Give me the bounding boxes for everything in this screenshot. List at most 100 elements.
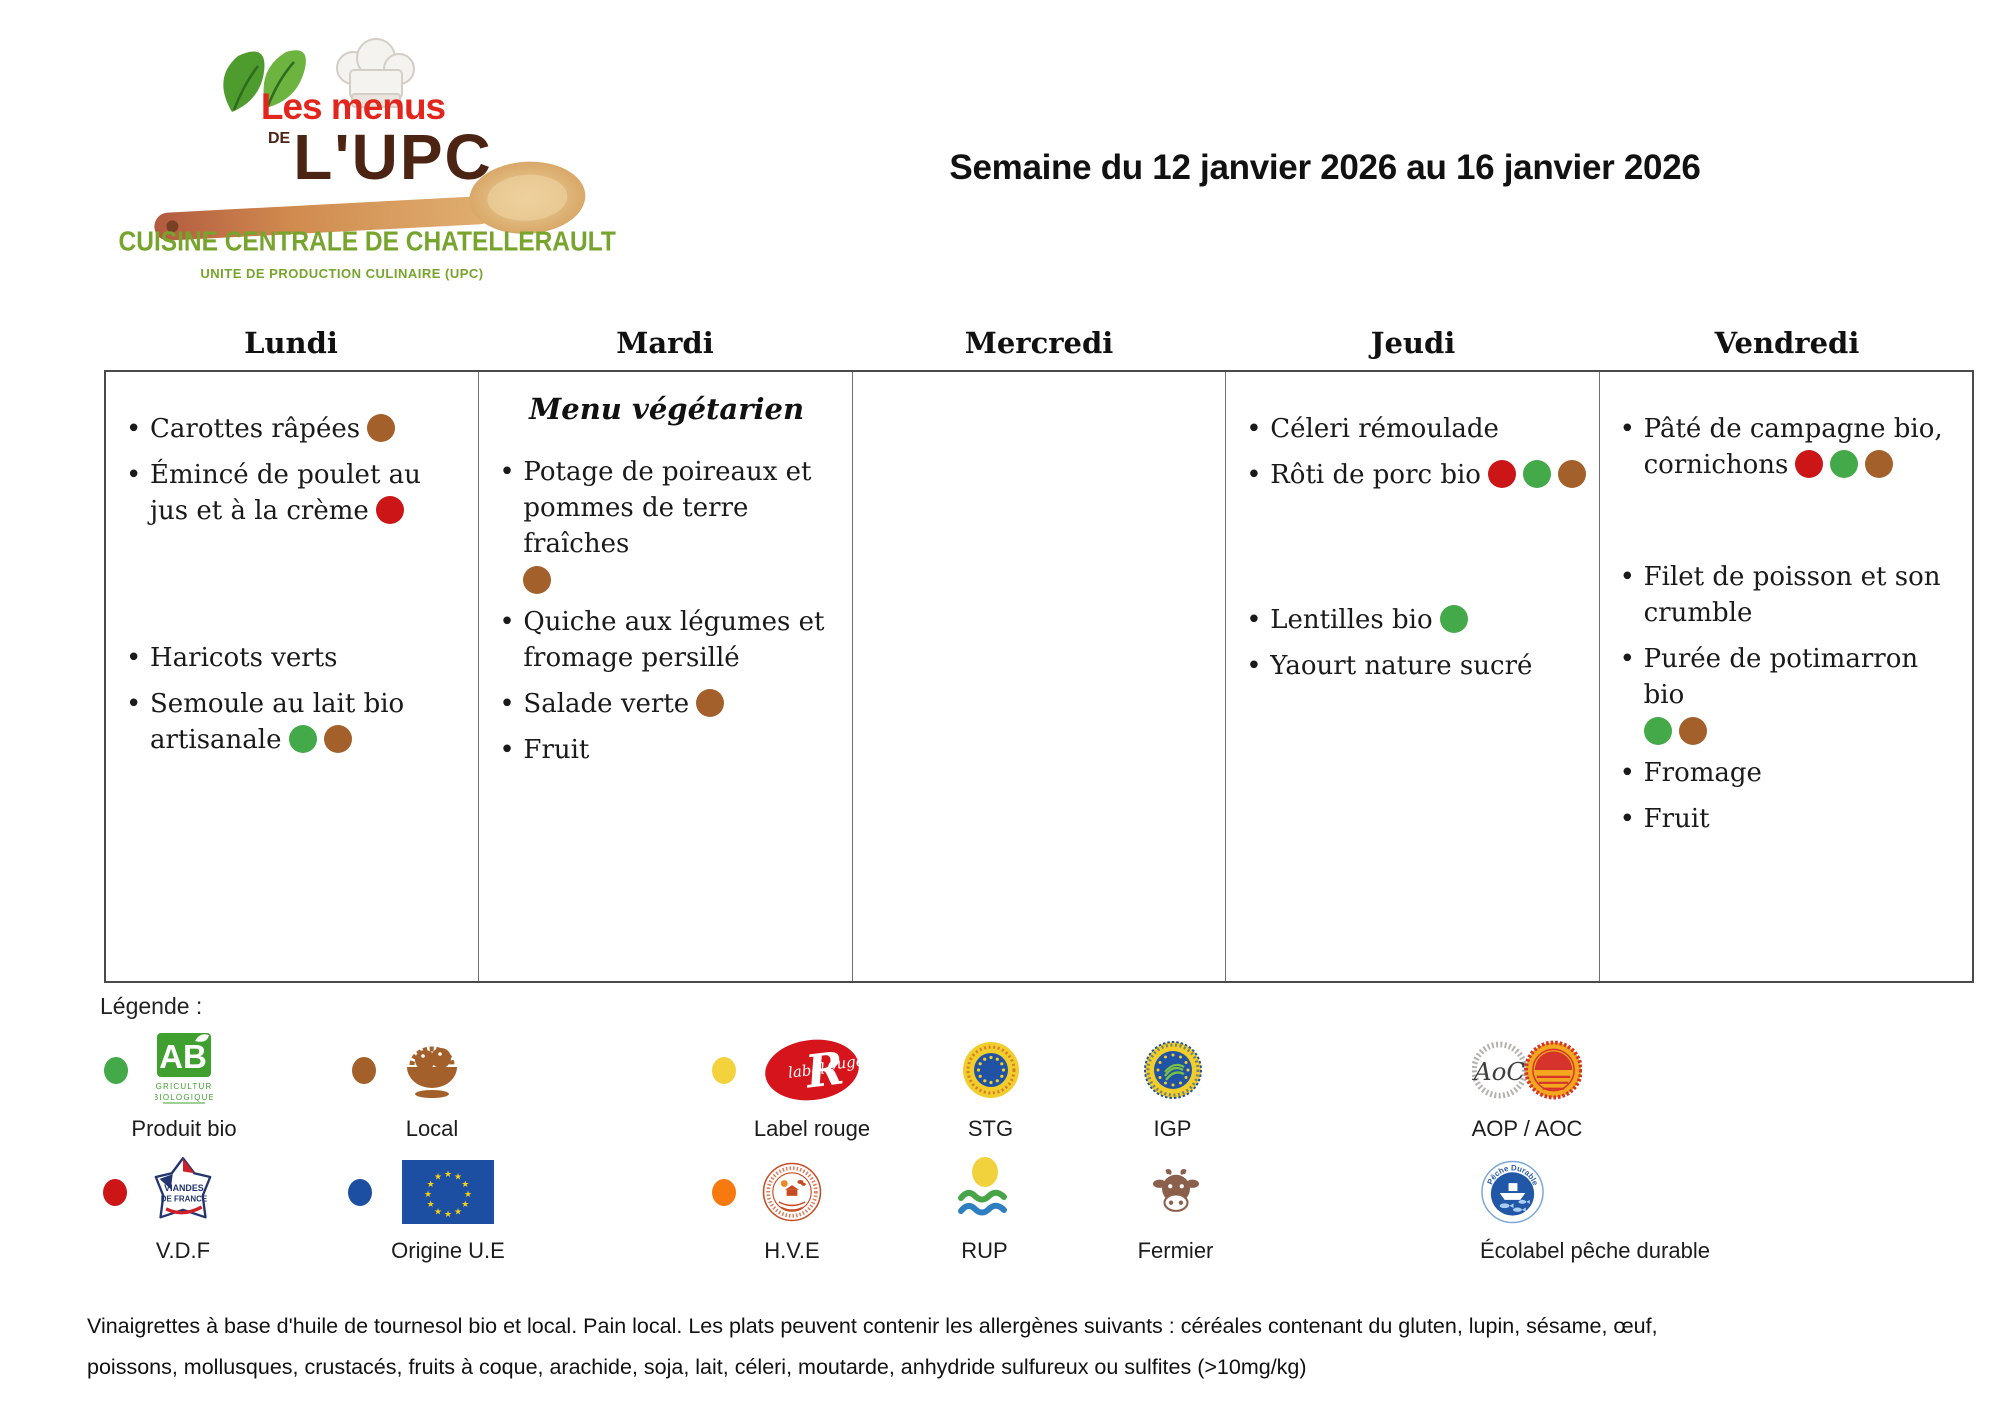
legend-label: Origine U.E	[391, 1238, 505, 1263]
svg-text:★: ★	[424, 1189, 432, 1199]
menu-item: • Semoule au lait bio artisanale	[120, 686, 466, 758]
svg-text:★: ★	[454, 1172, 462, 1182]
legend-label: IGP	[1153, 1116, 1192, 1141]
legend-item-fermier: Fermier	[1138, 1152, 1213, 1263]
vdf-dot-icon	[1795, 450, 1824, 478]
legend-item-icons-row	[952, 1152, 1017, 1232]
logo-org-subtitle: UNITE DE PRODUCTION CULINAIRE (UPC)	[200, 266, 484, 281]
bio-dot-icon	[1439, 605, 1468, 633]
menu-item: • Fruit	[1614, 801, 1960, 837]
bullet-icon: •	[499, 607, 515, 637]
legend-item-stg: STG	[958, 1030, 1023, 1141]
legend-item-aop-aoc: AoC AOP / AOC	[1472, 1030, 1582, 1141]
legend-item-icons-row: AB AGRICULTURE BIOLOGIQUE	[104, 1030, 214, 1110]
legend-label: AOP / AOC	[1471, 1116, 1583, 1141]
menu-item-text: Céleri rémoulade	[1270, 414, 1499, 444]
local-dot-icon	[1865, 450, 1894, 478]
vdf-legend-dot-icon	[103, 1178, 127, 1206]
basket-icon	[402, 1038, 462, 1102]
dots-line	[523, 564, 839, 594]
bullet-icon: •	[499, 457, 515, 487]
bullet-icon: •	[126, 460, 142, 490]
wooden-spoon-icon	[154, 161, 586, 241]
menu-item: • Purée de potimarron bio	[1614, 641, 1960, 745]
legend-item-produit-bio: AB AGRICULTURE BIOLOGIQUE Produit bio	[104, 1030, 237, 1141]
day-header-lundi: Lundi	[244, 326, 338, 360]
day-column-vendredi: • Pâté de campagne bio, cornichons • Filet …	[1600, 372, 1972, 981]
rup-icon	[952, 1155, 1017, 1229]
svg-text:★: ★	[444, 1209, 452, 1219]
local-dot-icon	[696, 689, 725, 717]
svg-text:ouge: ouge	[826, 1052, 862, 1074]
menu-item-text: Salade verte	[523, 689, 690, 719]
legend-item-icons-row	[1140, 1030, 1205, 1110]
bullet-icon: •	[1619, 804, 1635, 834]
menu-item: • Fromage	[1614, 755, 1960, 791]
bio-dot-icon	[288, 725, 317, 753]
legend-label: Local	[405, 1116, 459, 1141]
svg-text:AGRICULTURE: AGRICULTURE	[155, 1082, 213, 1091]
menu-item-text: Semoule au lait bio artisanale	[150, 689, 405, 755]
legend-item-h-v-e: H.V.E	[712, 1152, 822, 1263]
bullet-icon: •	[1246, 651, 1262, 681]
local-legend-dot-icon	[352, 1056, 376, 1084]
day-column-jeudi: • Céleri rémoulade • Rôti de porc bio • Lenti…	[1226, 372, 1600, 981]
legend-label: Produit bio	[131, 1116, 237, 1141]
legend-item-ecolabel-peche-durable: Pêche Durable Écolabel pêche durable	[1480, 1152, 1710, 1263]
page-title: Semaine du 12 janvier 2026 au 16 janvier…	[949, 148, 1701, 187]
local-dot-icon	[1557, 460, 1586, 488]
svg-text:★: ★	[454, 1206, 462, 1216]
legend-item-rup: RUP	[952, 1152, 1017, 1263]
legend-item-v-d-f: VIANDES DE FRANCE V.D.F	[103, 1152, 213, 1263]
menu-item: • Carottes râpées	[120, 411, 466, 447]
menu-item: • Haricots verts	[120, 640, 466, 676]
menu-item: • Lentilles bio	[1240, 602, 1586, 638]
svg-text:★: ★	[427, 1179, 435, 1189]
bullet-icon: •	[1619, 758, 1635, 788]
menu-item: • Potage de poireaux et pommes de terre f…	[493, 454, 839, 594]
menu-item: • Salade verte	[493, 686, 839, 722]
day-header-jeudi: Jeudi	[1370, 326, 1456, 360]
leaves-icon	[223, 50, 306, 112]
menu-item-text: Lentilles bio	[1270, 605, 1433, 635]
menu-item-text: Potage de poireaux et pommes de terre fr…	[523, 457, 812, 559]
legend-item-origine-u-e: ★ ★ ★ ★ ★ ★ ★ ★ ★ ★ ★ ★ Origine U.E	[348, 1152, 505, 1263]
bullet-icon: •	[1246, 605, 1262, 635]
menu-item-text: Fromage	[1643, 758, 1762, 788]
bullet-icon: •	[499, 689, 515, 719]
legend-item-igp: IGP	[1140, 1030, 1205, 1141]
bullet-icon: •	[126, 643, 142, 673]
menu-item: • Rôti de porc bio	[1240, 457, 1586, 493]
legend-label: H.V.E	[764, 1238, 820, 1263]
logo-title-line2: DE	[268, 130, 291, 147]
menu-item-text: Rôti de porc bio	[1270, 460, 1481, 490]
menu-item-text: Purée de potimarron bio	[1643, 644, 1919, 710]
bullet-icon: •	[1619, 562, 1635, 592]
day-column-mercredi	[853, 372, 1227, 981]
menu-item-text: Quiche aux légumes et fromage persillé	[523, 607, 825, 673]
aoc-aop-icon: AoC	[1472, 1037, 1582, 1103]
legend-item-icons-row: VIANDES DE FRANCE	[103, 1152, 213, 1232]
legend-label: STG	[967, 1116, 1014, 1141]
menu-item-text: Filet de poisson et son crumble	[1643, 562, 1941, 628]
svg-text:★: ★	[464, 1189, 472, 1199]
menu-item-text: Carottes râpées	[150, 414, 361, 444]
legend-label: RUP	[961, 1238, 1008, 1263]
bio-dot-icon	[1522, 460, 1551, 488]
menu-item: • Céleri rémoulade	[1240, 411, 1586, 447]
chef-hat-icon	[336, 38, 415, 108]
svg-text:AB: AB	[159, 1038, 207, 1075]
legend-label: Fermier	[1137, 1238, 1214, 1263]
upc-logo: Les menus DE L'UPC CUISINE CENTRALE DE C…	[100, 22, 616, 297]
label_rouge-legend-dot-icon	[712, 1056, 736, 1084]
bio-dot-icon	[1643, 717, 1672, 745]
legend-item-icons-row: Pêche Durable	[1480, 1152, 1545, 1232]
menu-item: • Pâté de campagne bio, cornichons	[1614, 411, 1960, 483]
svg-text:R: R	[801, 1041, 847, 1098]
local-dot-icon	[523, 566, 552, 594]
bullet-icon: •	[126, 414, 142, 444]
menu-table: • Carottes râpées • Émincé de poulet au jus…	[104, 370, 1974, 983]
legend-label: V.D.F	[155, 1238, 211, 1263]
svg-text:AoC: AoC	[1472, 1057, 1525, 1086]
